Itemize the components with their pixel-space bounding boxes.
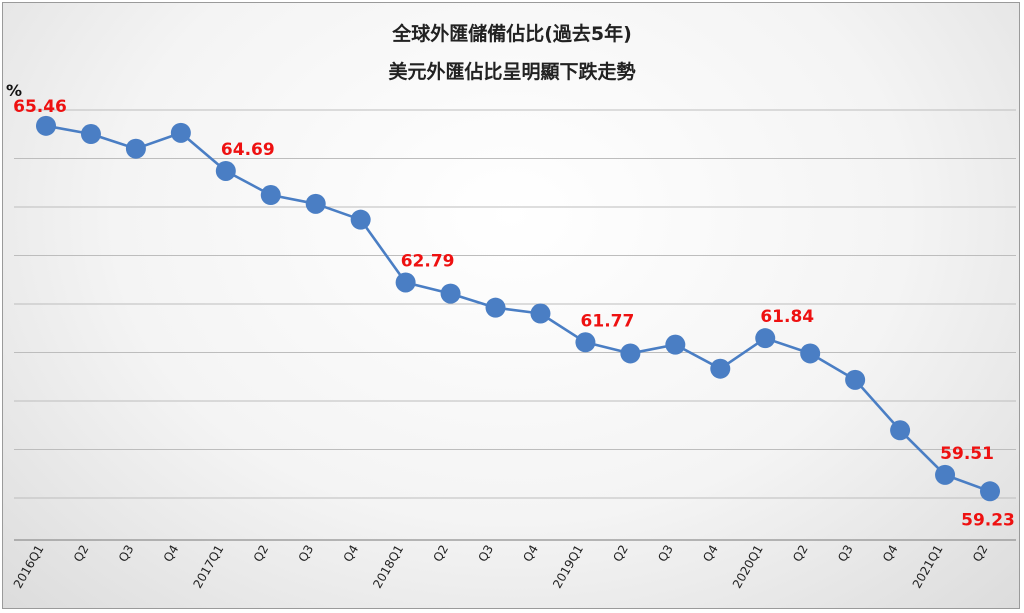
data-point bbox=[530, 303, 551, 324]
data-label: 64.69 bbox=[221, 140, 275, 160]
data-label: 62.79 bbox=[401, 251, 455, 271]
data-labels: 65.46 64.69 62.79 61.77 61.84 59.51 59.23 bbox=[13, 97, 1015, 530]
data-point bbox=[260, 185, 281, 206]
chart-subtitle: 美元外匯佔比呈明顯下跌走勢 bbox=[388, 60, 635, 83]
data-point bbox=[305, 193, 326, 214]
x-tick-label: Q3 bbox=[475, 543, 496, 565]
x-tick-label: Q4 bbox=[341, 543, 362, 565]
gridlines bbox=[14, 109, 1016, 541]
data-point bbox=[845, 369, 866, 390]
x-tick-label: Q3 bbox=[835, 543, 856, 565]
data-point bbox=[890, 420, 911, 441]
chart-title: 全球外匯儲備佔比(過去5年) bbox=[391, 22, 632, 45]
x-tick-label: 2020Q1 bbox=[730, 543, 766, 591]
x-tick-label: Q4 bbox=[520, 543, 541, 565]
x-tick-label: Q4 bbox=[880, 543, 901, 565]
x-axis-tick-labels: 2016Q1 Q2 Q3 Q4 2017Q1 Q2 Q3 Q4 2018Q1 Q2 Q3 Q4 2019… bbox=[11, 543, 991, 591]
data-point bbox=[170, 122, 191, 143]
data-label: 59.23 bbox=[961, 510, 1015, 530]
data-point bbox=[485, 297, 506, 318]
data-point bbox=[395, 272, 416, 293]
x-tick-label: Q3 bbox=[116, 543, 137, 565]
series-line bbox=[45, 124, 991, 493]
data-point bbox=[350, 209, 371, 230]
data-label: 59.51 bbox=[940, 444, 994, 464]
x-tick-label: 2018Q1 bbox=[370, 543, 406, 591]
data-point bbox=[710, 358, 731, 379]
x-tick-label: Q4 bbox=[700, 543, 721, 565]
data-label: 65.46 bbox=[13, 97, 67, 117]
x-tick-label: Q2 bbox=[970, 543, 991, 565]
data-point bbox=[800, 343, 821, 364]
data-point bbox=[980, 481, 1000, 502]
data-point bbox=[665, 334, 686, 355]
x-tick-label: Q3 bbox=[296, 543, 317, 565]
data-point bbox=[755, 328, 776, 349]
y-unit-label: % bbox=[6, 81, 22, 100]
x-tick-label: Q2 bbox=[430, 543, 451, 565]
x-tick-label: Q2 bbox=[610, 543, 631, 565]
data-point bbox=[36, 115, 56, 136]
data-point bbox=[125, 138, 146, 159]
data-label: 61.77 bbox=[581, 311, 635, 331]
x-tick-label: 2016Q1 bbox=[11, 543, 47, 591]
x-tick-label: Q2 bbox=[790, 543, 811, 565]
data-point bbox=[215, 160, 236, 181]
series-usd-share bbox=[36, 115, 1000, 502]
x-tick-label: 2019Q1 bbox=[550, 543, 586, 591]
x-tick-label: Q2 bbox=[251, 543, 272, 565]
data-point bbox=[440, 283, 461, 304]
data-point bbox=[935, 464, 956, 485]
data-label: 61.84 bbox=[760, 307, 814, 327]
x-tick-label: Q4 bbox=[161, 543, 182, 565]
x-tick-label: 2017Q1 bbox=[190, 543, 226, 591]
x-tick-label: 2021Q1 bbox=[910, 543, 946, 591]
data-point bbox=[575, 332, 596, 353]
x-tick-label: Q3 bbox=[655, 543, 676, 565]
data-point bbox=[620, 343, 641, 364]
data-point bbox=[80, 124, 101, 145]
x-tick-label: Q2 bbox=[71, 543, 92, 565]
